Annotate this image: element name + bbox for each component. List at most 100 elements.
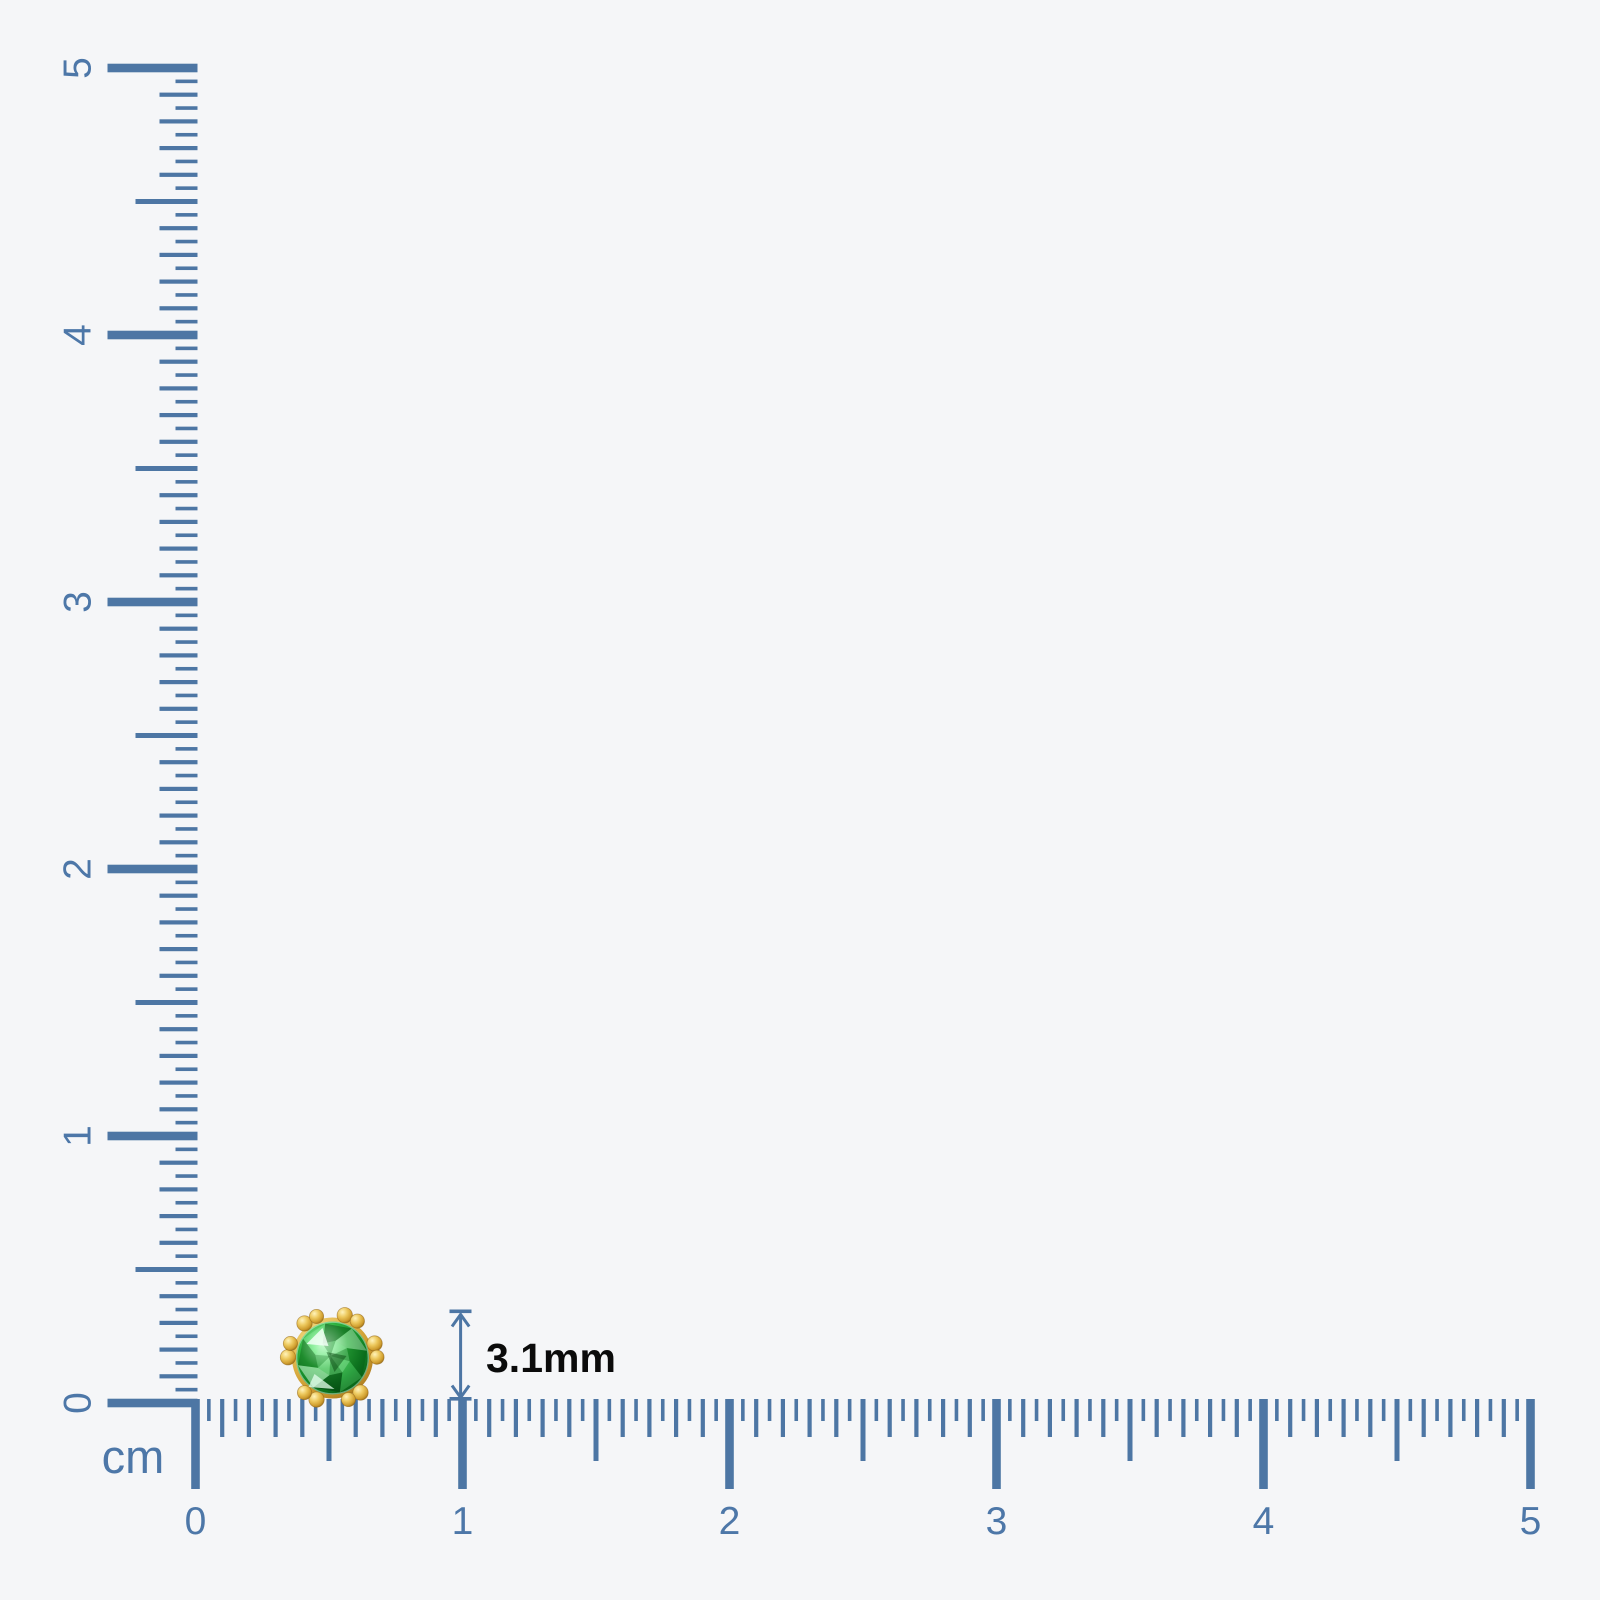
tick — [1448, 1399, 1453, 1437]
ruler-tick-label: 0 — [185, 1500, 207, 1543]
tick — [593, 1399, 599, 1461]
tick — [1408, 1399, 1413, 1421]
tick — [887, 1399, 892, 1437]
tick — [821, 1399, 825, 1421]
tick — [159, 226, 198, 231]
tick — [458, 1399, 467, 1489]
tick — [941, 1399, 946, 1437]
tick — [159, 1214, 198, 1219]
gem-table — [315, 1340, 350, 1376]
tick — [159, 519, 198, 524]
tick — [159, 92, 198, 97]
tick — [433, 1399, 438, 1437]
tick — [159, 813, 198, 818]
dimension-arrow — [449, 1309, 472, 1401]
tick — [175, 1387, 198, 1392]
tick — [159, 1320, 198, 1325]
tick — [159, 1347, 198, 1352]
tick — [1275, 1399, 1279, 1421]
tick — [834, 1399, 839, 1437]
tick — [175, 373, 198, 377]
tick — [107, 63, 198, 73]
unit-label: cm — [102, 1430, 165, 1483]
tick — [159, 413, 198, 418]
tick — [393, 1399, 398, 1421]
tick — [273, 1399, 278, 1437]
tick — [159, 840, 198, 845]
tick — [159, 653, 198, 658]
tick — [660, 1399, 665, 1421]
tick — [1314, 1399, 1319, 1437]
tick — [474, 1399, 478, 1421]
gem-facet — [330, 1356, 350, 1373]
tick — [159, 947, 198, 952]
tick — [175, 907, 198, 911]
tick — [700, 1399, 705, 1437]
gold-prong — [279, 1349, 297, 1366]
tick — [175, 853, 198, 858]
tick — [159, 252, 198, 257]
tick — [1154, 1399, 1159, 1437]
tick — [1047, 1399, 1052, 1437]
tick — [159, 359, 198, 364]
tick — [159, 1240, 198, 1245]
gold-prong — [309, 1308, 325, 1324]
tick — [175, 399, 198, 404]
tick — [175, 613, 198, 618]
tick — [554, 1399, 558, 1421]
tick — [513, 1399, 518, 1437]
tick — [540, 1399, 545, 1437]
tick — [634, 1399, 638, 1421]
tick — [159, 786, 198, 791]
tick — [175, 1067, 198, 1072]
tick — [687, 1399, 692, 1421]
tick — [107, 864, 198, 874]
tick — [1394, 1399, 1400, 1461]
tick — [725, 1399, 734, 1489]
tick — [1101, 1399, 1106, 1437]
tick — [191, 1399, 200, 1489]
tick — [175, 426, 198, 431]
tick — [175, 933, 198, 938]
tick — [175, 533, 198, 538]
gem-facet — [330, 1348, 350, 1362]
tick — [159, 1080, 198, 1085]
tick — [992, 1399, 1001, 1489]
tick — [175, 506, 198, 511]
tick — [1008, 1399, 1012, 1421]
tick — [1461, 1399, 1466, 1421]
tick — [175, 1094, 198, 1098]
tick — [767, 1399, 772, 1421]
gem-facet — [322, 1323, 352, 1344]
tick — [860, 1399, 866, 1461]
tick — [175, 666, 198, 671]
tick — [175, 1361, 198, 1365]
tick — [340, 1399, 345, 1421]
tick — [107, 330, 198, 340]
tick — [159, 573, 198, 578]
tick — [1221, 1399, 1226, 1421]
tick — [1194, 1399, 1199, 1421]
tick — [1061, 1399, 1066, 1421]
gold-prong — [349, 1313, 365, 1329]
tick — [175, 79, 198, 84]
tick — [159, 893, 198, 898]
tick — [1259, 1399, 1268, 1489]
tick — [1074, 1399, 1079, 1437]
tick — [967, 1399, 972, 1437]
tick — [135, 1267, 198, 1272]
tick — [260, 1399, 265, 1421]
tick — [175, 1040, 198, 1045]
arrow-bottom-cap — [449, 1397, 472, 1401]
tick — [567, 1399, 572, 1437]
tick — [353, 1399, 358, 1437]
tick — [175, 213, 198, 217]
tick — [175, 560, 198, 564]
tick — [175, 640, 198, 644]
tick — [159, 146, 198, 151]
tick — [741, 1399, 745, 1421]
tick — [1501, 1399, 1506, 1437]
gold-prong — [308, 1391, 325, 1408]
